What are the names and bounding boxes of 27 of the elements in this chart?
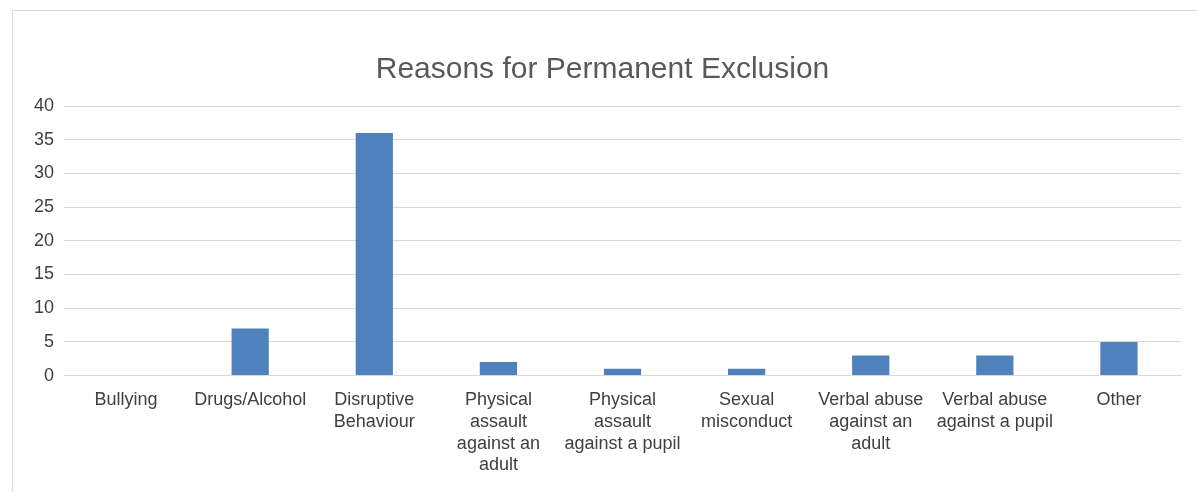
y-tick-label: 35 [33, 128, 55, 149]
bar [231, 328, 269, 376]
x-tick-label: Sexual misconduct [701, 389, 793, 431]
x-tick-label: Physical assault against a pupil [564, 389, 681, 453]
x-tick-label: Bullying [94, 389, 158, 410]
y-tick-label: 30 [33, 162, 55, 183]
y-tick-label: 0 [44, 364, 55, 385]
y-tick-label: 25 [33, 196, 55, 217]
y-tick-label: 40 [33, 94, 55, 115]
bar [479, 362, 518, 376]
y-tick-label: 10 [33, 297, 55, 318]
y-tick-label: 5 [44, 330, 55, 351]
x-tick-label: Verbal abuse against a pupil [936, 389, 1053, 431]
chart-title: Reasons for Permanent Exclusion [375, 51, 830, 85]
bar [355, 132, 393, 376]
bar [852, 355, 890, 376]
bar [603, 368, 642, 376]
bar [728, 368, 766, 376]
x-tick-label: Physical assault against an adult [456, 389, 540, 475]
bar [1100, 341, 1138, 376]
x-tick-label: Drugs/Alcohol [194, 389, 307, 410]
y-tick-label: 20 [33, 229, 55, 250]
bar [976, 355, 1014, 376]
x-tick-label: Verbal abuse against an adult [818, 389, 924, 453]
x-tick-label: Disruptive Behaviour [333, 389, 415, 431]
x-tick-label: Other [1096, 389, 1142, 410]
y-tick-label: 15 [33, 263, 55, 284]
